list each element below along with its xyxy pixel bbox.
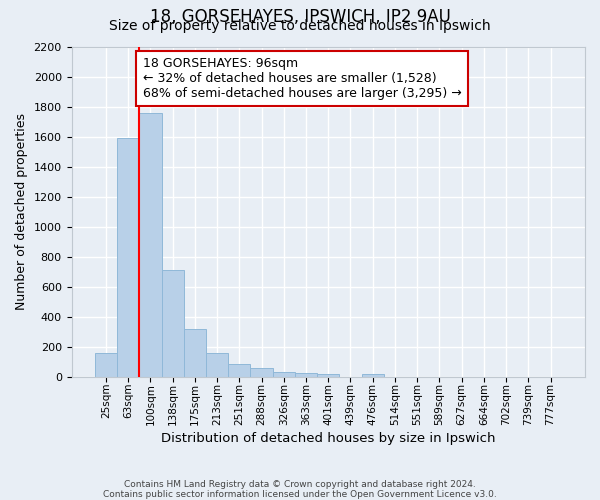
X-axis label: Distribution of detached houses by size in Ipswich: Distribution of detached houses by size … [161,432,496,445]
Bar [362,374,384,376]
Bar [184,330,206,376]
Bar [250,368,272,376]
Bar [95,352,117,376]
Y-axis label: Number of detached properties: Number of detached properties [15,113,28,310]
Text: 18 GORSEHAYES: 96sqm
← 32% of detached houses are smaller (1,528)
68% of semi-de: 18 GORSEHAYES: 96sqm ← 32% of detached h… [143,57,461,100]
Text: Size of property relative to detached houses in Ipswich: Size of property relative to detached ho… [109,19,491,33]
Bar [139,112,161,376]
Bar [206,352,228,376]
Bar [272,372,295,376]
Bar [228,364,250,376]
Text: 18, GORSEHAYES, IPSWICH, IP2 9AU: 18, GORSEHAYES, IPSWICH, IP2 9AU [149,8,451,26]
Text: Contains HM Land Registry data © Crown copyright and database right 2024.
Contai: Contains HM Land Registry data © Crown c… [103,480,497,499]
Bar [117,138,139,376]
Bar [317,374,340,376]
Bar [295,373,317,376]
Bar [161,270,184,376]
